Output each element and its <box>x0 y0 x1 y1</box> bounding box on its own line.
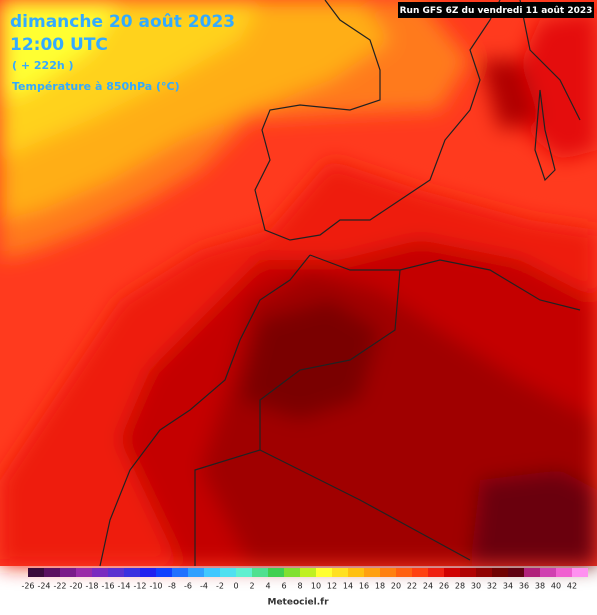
colorbar-label: -12 <box>133 582 146 591</box>
colorbar-label: 30 <box>471 582 481 591</box>
colorbar-label: 0 <box>233 582 238 591</box>
colorbar-swatch <box>220 568 236 577</box>
colorbar-swatch <box>236 568 252 577</box>
colorbar-swatch <box>332 568 348 577</box>
colorbar-swatch <box>508 568 524 577</box>
time: 12:00 UTC <box>10 35 108 55</box>
colorbar-swatch <box>492 568 508 577</box>
colorbar-swatch <box>204 568 220 577</box>
date: dimanche 20 août 2023 <box>10 12 235 32</box>
coastlines <box>99 0 581 567</box>
colorbar-swatch <box>172 568 188 577</box>
colorbar-swatch <box>124 568 140 577</box>
colorbar-swatch <box>428 568 444 577</box>
colorbar-swatch <box>444 568 460 577</box>
colorbar-label: 36 <box>519 582 529 591</box>
colorbar-swatch <box>156 568 172 577</box>
colorbar-swatch <box>300 568 316 577</box>
temperature-field <box>0 0 597 567</box>
colorbar-label: 38 <box>535 582 545 591</box>
colorbar-label: 2 <box>249 582 254 591</box>
colorbar-swatch <box>556 568 572 577</box>
colorbar-label: -22 <box>53 582 66 591</box>
colorbar-swatch <box>140 568 156 577</box>
colorbar-label: -2 <box>216 582 224 591</box>
colorbar-swatch <box>540 568 556 577</box>
colorbar-swatch <box>252 568 268 577</box>
colorbar-swatch <box>348 568 364 577</box>
colorbar-label: -16 <box>101 582 114 591</box>
colorbar-label: 26 <box>439 582 449 591</box>
colorbar: -26 -24 -22 -20 -18 -16 -14 -12 -10 -8 -6 -4 -2 0 2 4 6 8… <box>21 568 588 591</box>
colorbar-swatch <box>380 568 396 577</box>
colorbar-label: -26 <box>21 582 34 591</box>
colorbar-swatch <box>364 568 380 577</box>
colorbar-label: 34 <box>503 582 513 591</box>
colorbar-label: -24 <box>37 582 50 591</box>
colorbar-swatch <box>268 568 284 577</box>
colorbar-swatch <box>108 568 124 577</box>
colorbar-swatch <box>44 568 60 577</box>
colorbar-swatch <box>284 568 300 577</box>
colorbar-label: 28 <box>455 582 465 591</box>
colorbar-label: 12 <box>327 582 337 591</box>
colorbar-label: 42 <box>567 582 577 591</box>
run-box <box>398 2 594 18</box>
colorbar-label: 6 <box>281 582 286 591</box>
colorbar-swatch <box>524 568 540 577</box>
colorbar-label: 24 <box>423 582 433 591</box>
colorbar-label: 18 <box>375 582 385 591</box>
colorbar-label: -18 <box>85 582 98 591</box>
colorbar-label: 32 <box>487 582 497 591</box>
colorbar-label: -8 <box>168 582 176 591</box>
colorbar-label: -6 <box>184 582 192 591</box>
header: dimanche 20 août 2023 12:00 UTC ( + 222h… <box>10 12 235 93</box>
colorbar-label: 40 <box>551 582 561 591</box>
colorbar-swatch <box>92 568 108 577</box>
colorbar-swatch <box>60 568 76 577</box>
colorbar-label: -4 <box>200 582 208 591</box>
colorbar-label: 8 <box>297 582 302 591</box>
colorbar-label: 4 <box>265 582 270 591</box>
colorbar-swatch <box>476 568 492 577</box>
colorbar-label: -20 <box>69 582 82 591</box>
colorbar-swatch <box>460 568 476 577</box>
colorbar-swatch <box>412 568 428 577</box>
colorbar-swatch <box>316 568 332 577</box>
colorbar-label: 20 <box>391 582 401 591</box>
lead-time: ( + 222h ) <box>12 59 74 72</box>
colorbar-swatch <box>396 568 412 577</box>
colorbar-swatch <box>76 568 92 577</box>
colorbar-label: 16 <box>359 582 369 591</box>
colorbar-label: -14 <box>117 582 130 591</box>
colorbar-label: -10 <box>149 582 162 591</box>
credit: Meteociel.fr <box>267 598 329 608</box>
colorbar-label: 22 <box>407 582 417 591</box>
field-name: Température à 850hPa (°C) <box>12 80 180 93</box>
colorbar-swatch <box>572 568 588 577</box>
colorbar-swatch <box>28 568 44 577</box>
colorbar-swatch <box>188 568 204 577</box>
colorbar-label: 14 <box>343 582 353 591</box>
colorbar-label: 10 <box>311 582 321 591</box>
run-info: Run GFS 6Z du vendredi 11 août 2023 <box>400 6 593 16</box>
